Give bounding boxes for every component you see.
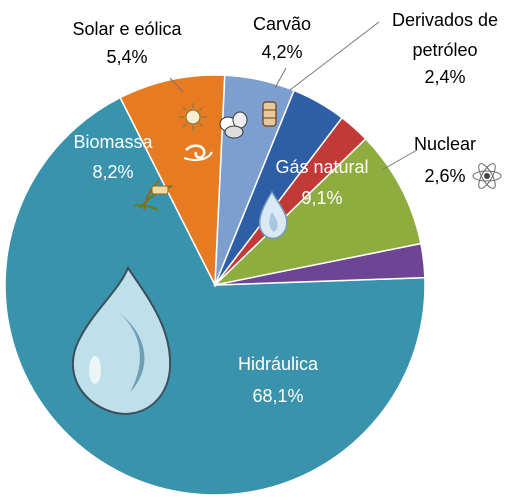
label-hidráulica-name: Hidráulica bbox=[238, 354, 319, 374]
label-derivados-de-petróleo-name-line2: petróleo bbox=[412, 40, 477, 60]
label-solar-e-eólica-name: Solar e eólica bbox=[72, 19, 182, 39]
sun-icon bbox=[179, 103, 207, 131]
wind-icon bbox=[183, 144, 213, 161]
label-nuclear-leader-line bbox=[381, 149, 418, 171]
label-derivados-de-petróleo-leader-line bbox=[289, 21, 380, 91]
label-gás-natural-value: 9,1% bbox=[301, 188, 342, 208]
flame-icon bbox=[258, 190, 288, 240]
pie-slice-nuclear bbox=[214, 242, 426, 286]
label-carvão-leader-line bbox=[274, 67, 287, 89]
label-hidráulica-value: 68,1% bbox=[252, 386, 303, 406]
label-nuclear-name: Nuclear bbox=[414, 134, 476, 154]
sugarcane-icon bbox=[133, 179, 173, 211]
pie-slice-gás-natural bbox=[212, 137, 422, 287]
label-carvão-value: 4,2% bbox=[261, 42, 302, 62]
atom-icon bbox=[472, 163, 502, 189]
label-derivados-de-petróleo-value: 2,4% bbox=[424, 67, 465, 87]
oil-barrel-icon bbox=[262, 101, 277, 127]
label-derivados-de-petróleo-name-line1: Derivados de bbox=[392, 10, 498, 30]
label-biomassa-value: 8,2% bbox=[92, 162, 133, 182]
label-biomassa-name: Biomassa bbox=[73, 132, 153, 152]
coal-icon bbox=[219, 111, 248, 139]
label-solar-e-eólica-leader-line bbox=[169, 77, 184, 93]
label-solar-e-eólica-value: 5,4% bbox=[106, 47, 147, 67]
label-carvão-name: Carvão bbox=[253, 14, 311, 34]
water-drop-icon bbox=[71, 265, 172, 415]
label-gás-natural-name: Gás natural bbox=[275, 157, 368, 177]
label-nuclear-value: 2,6% bbox=[424, 166, 465, 186]
